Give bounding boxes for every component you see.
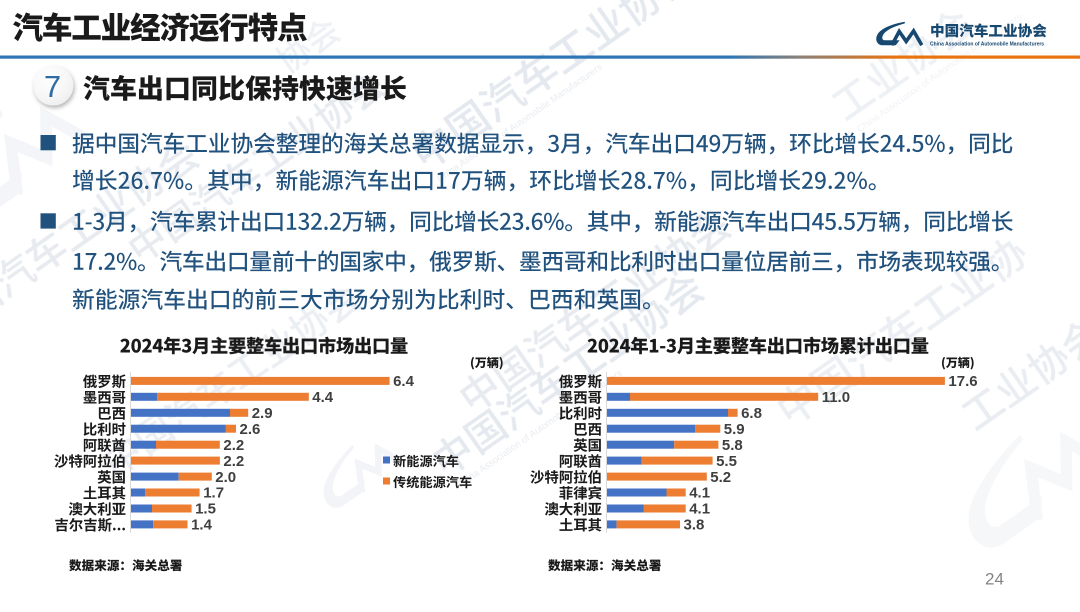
svg-text:6.4: 6.4 [393,373,415,390]
svg-text:5.5: 5.5 [716,453,737,470]
svg-text:1.5: 1.5 [195,501,216,518]
svg-text:China Association of Automobil: China Association of Automobile Manufact… [435,62,605,185]
svg-text:2.2: 2.2 [223,453,244,470]
svg-text:4.1: 4.1 [689,485,710,502]
svg-text:1.7: 1.7 [203,485,224,502]
svg-text:1.4: 1.4 [191,517,213,534]
svg-text:24: 24 [985,570,1004,589]
svg-text:2.6: 2.6 [240,421,261,438]
svg-text:7: 7 [44,69,61,104]
svg-text:2.9: 2.9 [252,405,273,422]
svg-text:17.6: 17.6 [948,373,977,390]
svg-text:4.1: 4.1 [689,501,710,518]
svg-text:2.0: 2.0 [215,469,236,486]
svg-text:5.8: 5.8 [722,437,743,454]
svg-text:6.8: 6.8 [741,405,762,422]
svg-text:2.2: 2.2 [223,437,244,454]
svg-text:5.2: 5.2 [710,469,731,486]
svg-text:3.8: 3.8 [684,517,705,534]
svg-text:4.4: 4.4 [312,389,334,406]
svg-text:5.9: 5.9 [724,421,745,438]
svg-text:11.0: 11.0 [822,389,850,406]
svg-text:China Association of Automobil: China Association of Automobile Manufact… [930,42,1044,48]
